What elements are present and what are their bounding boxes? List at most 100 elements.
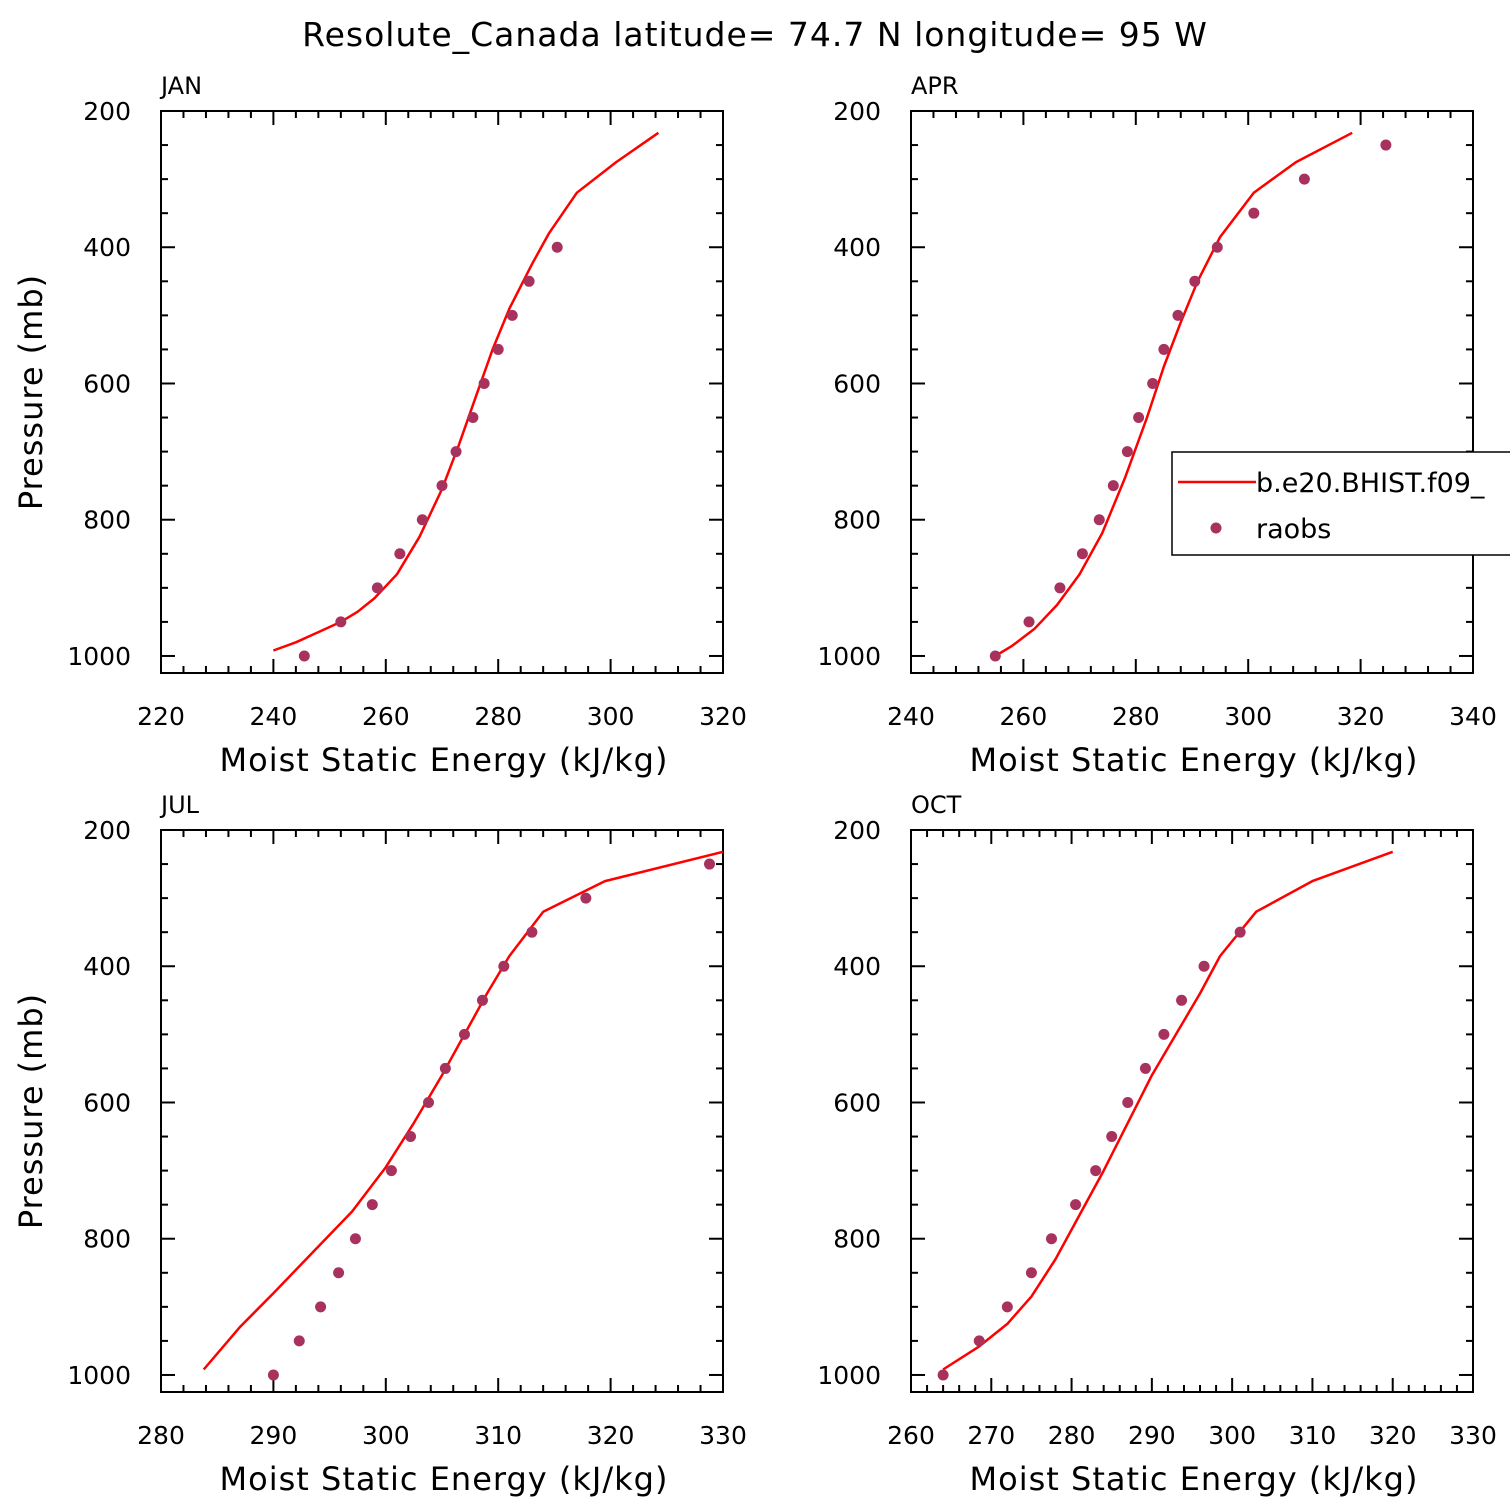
y-tick-label-jan: 400 xyxy=(83,233,131,262)
x-tick-label-apr: 300 xyxy=(1224,702,1272,731)
x-tick-label-jul: 310 xyxy=(474,1421,522,1450)
obs-point-jan xyxy=(416,514,428,526)
legend-box xyxy=(1171,451,1510,556)
y-tick-label-oct: 600 xyxy=(833,1088,881,1117)
y-tick-label-oct: 1000 xyxy=(817,1361,881,1390)
obs-point-jan xyxy=(478,377,490,389)
y-tick-label-oct: 800 xyxy=(833,1225,881,1254)
x-tick-label-apr: 340 xyxy=(1449,702,1497,731)
obs-point-jan xyxy=(506,309,518,321)
panel-apr: 240 260 280 300 320 340 200 400 600 800 1000 APR Moi… xyxy=(817,72,1496,779)
model-line-jan xyxy=(272,131,660,652)
x-tick-label-oct: 310 xyxy=(1289,1421,1337,1450)
obs-point-apr xyxy=(1172,309,1184,321)
obs-point-oct xyxy=(937,1369,949,1381)
panel-label-apr: APR xyxy=(911,72,959,100)
obs-point-jul xyxy=(458,1028,470,1040)
obs-point-jul xyxy=(333,1267,345,1279)
model-line-apr xyxy=(994,131,1353,658)
x-axis-label-jan: Moist Static Energy (kJ/kg) xyxy=(220,741,669,779)
obs-point-apr xyxy=(1248,207,1260,219)
x-axis-label-apr: Moist Static Energy (kJ/kg) xyxy=(970,741,1419,779)
obs-point-apr xyxy=(1147,377,1159,389)
obs-point-jan xyxy=(523,275,535,287)
x-tick-label-oct: 320 xyxy=(1369,1421,1417,1450)
x-tick-label-oct: 260 xyxy=(887,1421,935,1450)
x-tick-label-apr: 260 xyxy=(1000,702,1048,731)
x-tick-label-jan: 220 xyxy=(137,702,185,731)
y-tick-label-jan: 200 xyxy=(83,97,131,126)
obs-point-apr xyxy=(1054,582,1066,594)
obs-point-jan xyxy=(551,241,563,253)
y-tick-label-oct: 200 xyxy=(833,816,881,845)
obs-point-jul xyxy=(439,1062,451,1074)
model-line-oct xyxy=(942,850,1394,1371)
obs-point-apr xyxy=(1380,139,1392,151)
y-tick-label-jul: 200 xyxy=(83,816,131,845)
obs-point-oct xyxy=(1090,1165,1102,1177)
obs-point-oct xyxy=(973,1335,985,1347)
legend-obs-marker xyxy=(1210,522,1222,534)
x-tick-label-jul: 330 xyxy=(699,1421,747,1450)
obs-point-jan xyxy=(436,480,448,492)
legend: b.e20.BHIST.f09_ raobs xyxy=(1171,451,1510,556)
x-axis-label-jul: Moist Static Energy (kJ/kg) xyxy=(220,1460,669,1498)
plot-frame-oct xyxy=(910,829,1474,1393)
obs-point-jul xyxy=(580,892,592,904)
obs-point-oct xyxy=(1158,1028,1170,1040)
obs-point-apr xyxy=(1133,412,1145,424)
y-tick-label-apr: 1000 xyxy=(817,642,881,671)
obs-point-apr xyxy=(989,650,1001,662)
legend-model-label: b.e20.BHIST.f09_ xyxy=(1256,468,1485,499)
y-axis-label-jan: Pressure (mb) xyxy=(12,274,50,510)
obs-point-jul xyxy=(423,1096,435,1108)
y-tick-label-jan: 600 xyxy=(83,369,131,398)
x-tick-label-oct: 300 xyxy=(1208,1421,1256,1450)
obs-point-oct xyxy=(1070,1199,1082,1211)
obs-point-jul xyxy=(385,1165,397,1177)
obs-point-jan xyxy=(394,548,406,560)
obs-point-jul xyxy=(293,1335,305,1347)
obs-point-jan xyxy=(492,343,504,355)
obs-point-jul xyxy=(315,1301,327,1313)
obs-point-jul xyxy=(526,926,538,938)
obs-point-apr xyxy=(1211,241,1223,253)
x-tick-label-apr: 320 xyxy=(1337,702,1385,731)
obs-point-oct xyxy=(1025,1267,1037,1279)
y-tick-label-jan: 800 xyxy=(83,506,131,535)
y-tick-label-apr: 600 xyxy=(833,369,881,398)
panel-jan: 220 240 260 280 300 320 200 400 600 800 1000 JAN Moi… xyxy=(12,72,747,779)
x-tick-label-jul: 320 xyxy=(587,1421,635,1450)
x-tick-label-jan: 320 xyxy=(699,702,747,731)
panel-label-jul: JUL xyxy=(159,791,200,819)
obs-point-oct xyxy=(1176,994,1188,1006)
y-tick-label-apr: 400 xyxy=(833,233,881,262)
y-tick-label-jul: 1000 xyxy=(67,1361,131,1390)
x-tick-label-jan: 300 xyxy=(587,702,635,731)
y-tick-label-jan: 1000 xyxy=(67,642,131,671)
obs-point-jan xyxy=(298,650,310,662)
x-tick-label-jul: 300 xyxy=(362,1421,410,1450)
legend-obs-label: raobs xyxy=(1256,514,1331,545)
plot-frame-jan xyxy=(160,110,724,674)
panel-oct: 260 270 280 290 300 310 320 330 200 400 600 800 1000… xyxy=(817,791,1496,1498)
obs-point-jul xyxy=(476,994,488,1006)
obs-point-oct xyxy=(1122,1096,1134,1108)
obs-point-jan xyxy=(335,616,347,628)
y-axis-label-jul: Pressure (mb) xyxy=(12,993,50,1229)
x-tick-label-jul: 290 xyxy=(250,1421,298,1450)
obs-point-oct xyxy=(1234,926,1246,938)
y-tick-label-oct: 400 xyxy=(833,952,881,981)
obs-point-jan xyxy=(371,582,383,594)
x-tick-label-jan: 260 xyxy=(362,702,410,731)
obs-point-apr xyxy=(1158,343,1170,355)
obs-point-jul xyxy=(366,1199,378,1211)
x-tick-label-apr: 280 xyxy=(1112,702,1160,731)
obs-point-oct xyxy=(1139,1062,1151,1074)
x-tick-label-apr: 240 xyxy=(887,702,935,731)
obs-point-jul xyxy=(405,1131,417,1143)
obs-point-apr xyxy=(1093,514,1105,526)
obs-point-apr xyxy=(1121,446,1133,458)
x-axis-label-oct: Moist Static Energy (kJ/kg) xyxy=(970,1460,1419,1498)
obs-point-jul xyxy=(704,858,716,870)
